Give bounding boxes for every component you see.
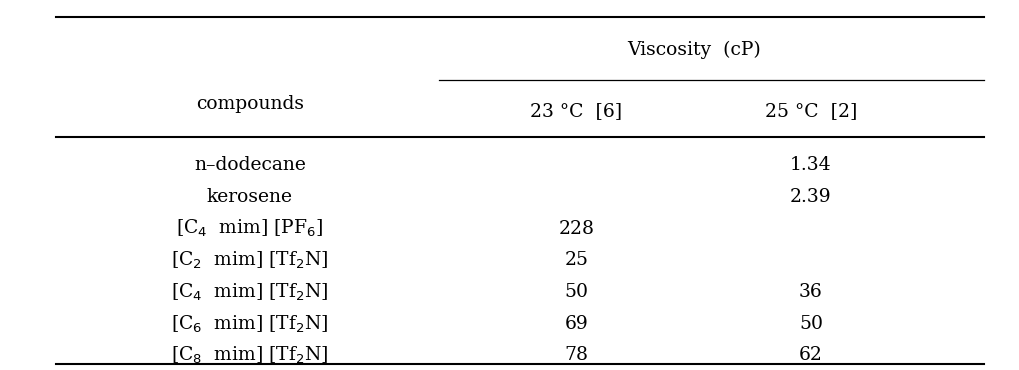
Text: [C$_4$  mim] [Tf$_2$N]: [C$_4$ mim] [Tf$_2$N] xyxy=(171,282,328,303)
Text: [C$_6$  mim] [Tf$_2$N]: [C$_6$ mim] [Tf$_2$N] xyxy=(171,313,328,335)
Text: 78: 78 xyxy=(564,346,588,364)
Text: compounds: compounds xyxy=(196,95,304,112)
Text: 50: 50 xyxy=(798,315,822,333)
Text: 1.34: 1.34 xyxy=(790,156,830,174)
Text: [C$_8$  mim] [Tf$_2$N]: [C$_8$ mim] [Tf$_2$N] xyxy=(171,344,328,366)
Text: 228: 228 xyxy=(557,220,594,238)
Text: 25: 25 xyxy=(564,252,588,269)
Text: [C$_4$  mim] [PF$_6$]: [C$_4$ mim] [PF$_6$] xyxy=(176,218,323,239)
Text: kerosene: kerosene xyxy=(207,188,292,206)
Text: 69: 69 xyxy=(564,315,588,333)
Text: 2.39: 2.39 xyxy=(790,188,830,206)
Text: 62: 62 xyxy=(798,346,822,364)
Text: 23 °C  [6]: 23 °C [6] xyxy=(530,102,622,120)
Text: 50: 50 xyxy=(564,283,588,301)
Text: [C$_2$  mim] [Tf$_2$N]: [C$_2$ mim] [Tf$_2$N] xyxy=(171,250,328,271)
Text: 25 °C  [2]: 25 °C [2] xyxy=(764,102,856,120)
Text: 36: 36 xyxy=(798,283,822,301)
Text: n–dodecane: n–dodecane xyxy=(194,156,306,174)
Text: Viscosity  (cP): Viscosity (cP) xyxy=(626,41,760,59)
